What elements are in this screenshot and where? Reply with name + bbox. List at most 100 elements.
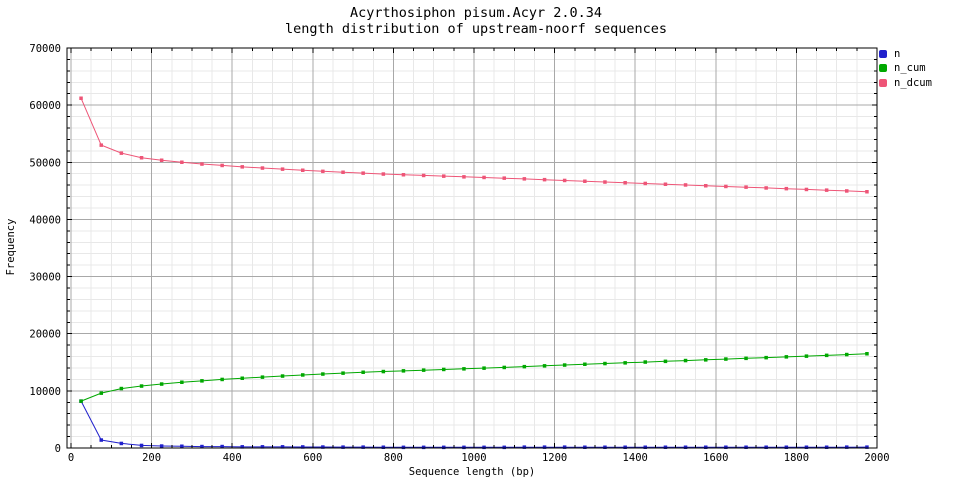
legend-marker-n	[879, 49, 887, 58]
x-tick-label: 1400	[623, 452, 648, 464]
data-point-n_cum	[663, 359, 668, 364]
legend-item-n: n	[876, 47, 932, 62]
data-point-n_cum	[421, 368, 426, 372]
data-point-n_dcum	[280, 167, 285, 171]
data-point-n_cum	[542, 364, 547, 368]
series-line-n_dcum	[80, 98, 867, 193]
data-point-n	[139, 443, 144, 448]
x-tick-label: 0	[68, 452, 74, 464]
data-point-n	[583, 445, 587, 449]
x-tick-label: 2000	[864, 452, 889, 464]
data-point-n	[663, 445, 668, 449]
data-point-n_dcum	[180, 160, 184, 164]
x-axis-title: Sequence length (bp)	[408, 466, 536, 478]
data-point-n_cum	[643, 360, 647, 364]
data-point-n_dcum	[804, 187, 809, 192]
data-point-n_dcum	[260, 166, 265, 170]
data-point-n_cum	[522, 364, 527, 369]
data-point-n_cum	[502, 365, 506, 370]
data-point-n_dcum	[845, 189, 849, 193]
chart-title: Acyrthosiphon pisum.Acyr 2.0.34	[350, 5, 602, 21]
legend-marker-n_dcum	[879, 78, 887, 87]
x-tick-label: 600	[303, 452, 322, 464]
data-point-n_cum	[683, 358, 688, 363]
data-point-n	[502, 445, 506, 450]
data-point-n_dcum	[159, 158, 164, 162]
data-point-n	[744, 445, 748, 449]
data-point-n_dcum	[623, 181, 627, 185]
series-line-n_cum	[80, 353, 867, 402]
data-point-n	[704, 445, 708, 449]
y-tick-label: 40000	[29, 214, 61, 226]
legend-label-n: n	[894, 47, 901, 60]
data-point-n_cum	[804, 354, 809, 358]
data-point-n_cum	[824, 353, 829, 358]
data-point-n_cum	[321, 372, 325, 376]
data-point-n_cum	[724, 357, 728, 361]
data-point-n_cum	[865, 352, 869, 356]
data-point-n	[381, 445, 386, 449]
data-point-n	[220, 444, 224, 449]
data-point-n_cum	[744, 356, 748, 361]
data-point-n_cum	[583, 362, 587, 366]
data-point-n	[845, 445, 849, 449]
data-point-n_cum	[99, 391, 103, 395]
plot-border	[66, 47, 878, 449]
x-tick-label: 800	[384, 452, 403, 464]
data-point-n_cum	[139, 384, 144, 388]
data-point-n	[764, 445, 768, 449]
data-point-n	[865, 445, 869, 449]
data-point-n_cum	[704, 358, 708, 362]
data-point-n_cum	[341, 371, 345, 375]
data-point-n_dcum	[442, 174, 446, 178]
data-point-n_cum	[240, 376, 244, 380]
x-tick-label: 1800	[784, 452, 809, 464]
legend-label-n_cum: n_cum	[894, 62, 926, 75]
data-point-n_dcum	[119, 151, 124, 155]
data-point-n	[542, 445, 547, 449]
y-tick-label: 0	[55, 443, 61, 455]
data-point-n_dcum	[764, 186, 768, 190]
data-point-n_dcum	[724, 184, 728, 189]
data-point-n_dcum	[200, 162, 204, 166]
data-point-n_cum	[623, 361, 627, 365]
data-point-n_dcum	[139, 156, 144, 160]
data-point-n	[159, 444, 164, 448]
data-point-n_cum	[220, 377, 224, 382]
data-point-n_dcum	[643, 181, 647, 186]
data-point-n	[240, 445, 244, 449]
data-point-n	[280, 445, 285, 449]
data-point-n	[260, 445, 265, 449]
data-point-n_cum	[79, 399, 83, 403]
data-point-n_cum	[361, 370, 365, 374]
data-point-n_dcum	[321, 169, 325, 174]
data-point-n_dcum	[542, 177, 547, 182]
data-point-n_dcum	[99, 143, 103, 147]
data-point-n_dcum	[683, 183, 688, 187]
data-point-n_dcum	[522, 177, 527, 181]
data-point-n_dcum	[220, 163, 224, 168]
data-point-n	[603, 445, 607, 449]
data-point-n_dcum	[502, 176, 506, 180]
x-tick-label: 1200	[542, 452, 567, 464]
data-point-n	[784, 445, 789, 449]
data-point-n	[643, 445, 647, 449]
data-point-n	[462, 445, 466, 450]
legend-item-n_cum: n_cum	[876, 61, 932, 76]
data-point-n_dcum	[401, 173, 406, 177]
legend-marker-n_cum	[879, 64, 887, 73]
data-point-n_dcum	[583, 179, 587, 183]
data-point-n_dcum	[603, 180, 607, 184]
data-point-n	[321, 445, 325, 449]
data-point-n_dcum	[704, 184, 708, 188]
data-point-n_cum	[280, 374, 285, 378]
data-point-n	[522, 445, 527, 449]
data-point-n_dcum	[663, 182, 668, 186]
data-point-n_cum	[401, 369, 406, 373]
legend: n n_cum n_dcum	[876, 47, 932, 91]
data-point-n_cum	[200, 379, 204, 383]
data-point-n	[804, 445, 809, 449]
data-point-n_dcum	[482, 175, 486, 180]
data-point-n	[301, 445, 305, 449]
data-point-n	[119, 441, 124, 446]
